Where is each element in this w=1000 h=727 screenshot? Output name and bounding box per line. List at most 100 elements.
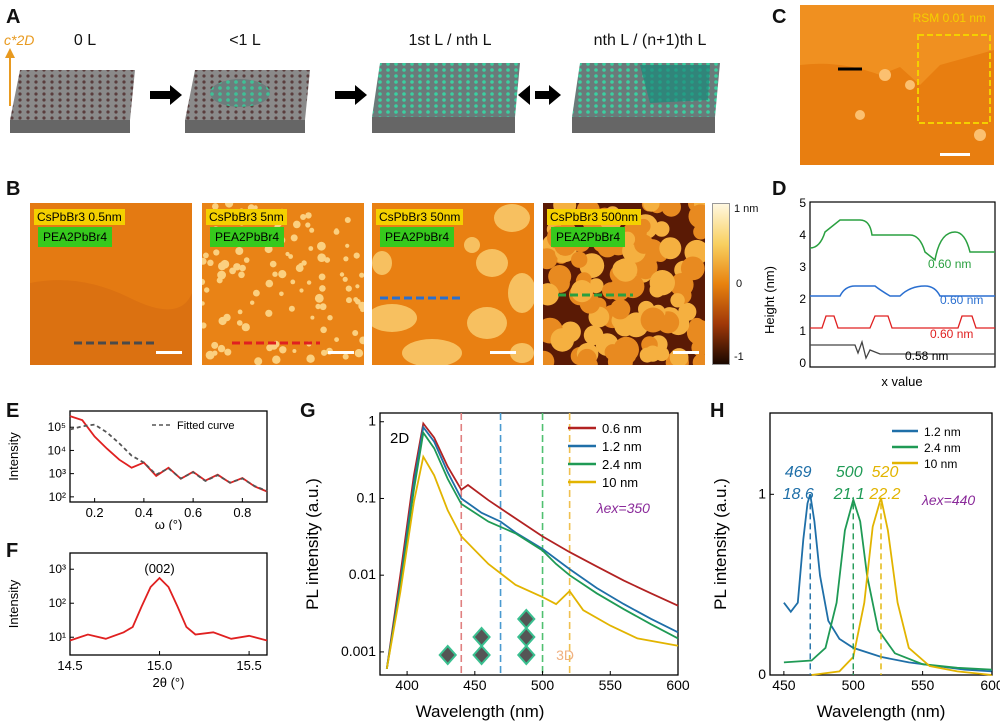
x-tick-label: 600: [980, 677, 1000, 693]
y-tick-label: 0: [758, 666, 766, 682]
octahedron-icon: [472, 626, 491, 648]
colorbar-top: 1 nm: [734, 203, 759, 215]
y-tick-label: 10³: [49, 562, 66, 576]
octahedron-icon: [472, 644, 491, 666]
double-arrow-icon: [518, 85, 561, 105]
afm-title-b1: CsPbBr3 0.5nm: [34, 209, 125, 225]
x-tick-label: 15.0: [147, 658, 172, 673]
series-line-3: [385, 454, 679, 670]
scale-bar-b2: [328, 351, 354, 354]
lambda-ex: λex=350: [596, 500, 650, 516]
height-profiles: Height (nm) 5 4 3 2 1 0 0.60 nm 0.60 nm …: [762, 196, 996, 389]
plot-frame: [69, 552, 268, 656]
d-ytick: 0: [799, 356, 806, 370]
lattice-1: [185, 70, 310, 133]
x-tick-label: 0.6: [184, 505, 202, 520]
y-tick-label: 1: [368, 413, 376, 429]
h-xlabel: Wavelength (nm): [817, 702, 946, 721]
d-annot-green: 0.60 nm: [928, 257, 971, 271]
legend-label: 1.2 nm: [602, 439, 642, 454]
f-ylabel: Intensity: [6, 579, 21, 628]
e-xlabel: ω (°): [155, 517, 183, 530]
afm-sub-b4: PEA2PbBr4: [551, 227, 626, 247]
panel-c-label: C: [772, 6, 787, 28]
y-tick-label: 10²: [49, 490, 66, 504]
octahedron-icon: [516, 644, 536, 666]
afm-sub-b2: PEA2PbBr4: [210, 227, 285, 247]
x-tick-label: 400: [395, 677, 419, 693]
peak-wavelength: 500: [836, 464, 863, 481]
g-ylabel: PL intensity (a.u.): [303, 478, 322, 610]
afm-sub-b3: PEA2PbBr4: [380, 227, 455, 247]
series-line-1: [385, 424, 679, 670]
y-tick-label: 1: [758, 485, 766, 501]
stage-label-3: nth L / (n+1)th L: [593, 32, 707, 49]
panel-g-label: G: [300, 400, 316, 422]
legend-label: 2.4 nm: [602, 457, 642, 472]
d-annot-black: 0.58 nm: [905, 349, 948, 363]
d-annot-blue: 0.60 nm: [940, 293, 983, 307]
y-tick-label: 10²: [49, 596, 66, 610]
x-tick-label: 600: [666, 677, 690, 693]
afm-image-b1: CsPbBr3 0.5nm PEA2PbBr4: [30, 203, 192, 365]
y-tick-label: 10⁴: [47, 443, 66, 457]
peak-label: (002): [144, 561, 174, 576]
d-ylabel: Height (nm): [762, 266, 777, 334]
legend-label: Fitted curve: [177, 420, 234, 432]
y-tick-label: 0.001: [341, 643, 376, 659]
scale-bar-b3: [490, 351, 516, 354]
rsm-annotation: RSM 0.01 nm: [912, 11, 986, 25]
panel-a-label: A: [6, 6, 21, 28]
x-tick-label: 450: [463, 677, 487, 693]
xrd-chart: 14.5 15.0 15.5 10³ 10² 10¹ 2θ (°) Intensity (002…: [6, 552, 268, 690]
afm-title-b3: CsPbBr3 50nm: [376, 209, 464, 225]
peak-fwhm: 21.1: [833, 486, 865, 503]
peak-fwhm: 22.2: [868, 486, 900, 503]
legend-label: 2.4 nm: [924, 441, 961, 455]
y-tick-label: 0.01: [349, 566, 376, 582]
d-ytick: 4: [799, 228, 806, 242]
legend-label: 1.2 nm: [924, 425, 961, 439]
afm-title-b2: CsPbBr3 5nm: [206, 209, 287, 225]
stage-label-1: <1 L: [229, 32, 261, 49]
arrow-right-icon: [150, 85, 182, 105]
x-tick-label: 500: [531, 677, 555, 693]
pl-linear-chart: 450 500 550 600 1 0 Wavelength (nm) PL intensit…: [711, 412, 1000, 721]
peak-wavelength: 520: [872, 464, 899, 481]
colorbar-mid: 0: [736, 278, 743, 290]
stage-label-2: 1st L / nth L: [408, 32, 492, 49]
c2d-axis-label: c*2D: [4, 32, 35, 48]
peak-fwhm: 18.6: [783, 486, 814, 503]
y-tick-label: 10¹: [49, 630, 66, 644]
arrow-right-icon: [335, 85, 367, 105]
lattice-schematics: [10, 63, 720, 133]
y-tick-label: 10³: [49, 467, 66, 481]
panel-f-label: F: [6, 540, 19, 562]
series-line-2: [811, 497, 993, 676]
panel-e-label: E: [6, 400, 20, 422]
y-tick-label: 0.1: [357, 489, 377, 505]
y-tick-label: 10⁵: [48, 420, 66, 434]
tag-3d: 3D: [556, 647, 574, 663]
x-tick-label: 0.8: [233, 505, 251, 520]
d-ytick: 1: [799, 324, 806, 338]
h-ylabel: PL intensity (a.u.): [711, 478, 730, 610]
plot-frame: [379, 412, 679, 676]
lambda-ex: λex=440: [921, 492, 975, 508]
legend-label: 10 nm: [924, 457, 957, 471]
x-tick-label: 550: [911, 677, 935, 693]
afm-image-c: RSM 0.01 nm: [800, 5, 994, 165]
octahedron-icon: [438, 644, 458, 666]
d-ytick: 5: [799, 196, 806, 210]
d-ytick: 2: [799, 292, 806, 306]
d-ytick: 3: [799, 260, 806, 274]
series-line-1: [69, 423, 268, 492]
scale-bar-b1: [156, 351, 182, 354]
octahedron-icon: [516, 626, 536, 648]
afm-sub-b1: PEA2PbBr4: [38, 227, 113, 247]
afm-image-b3: CsPbBr3 50nm PEA2PbBr4: [372, 203, 534, 365]
x-tick-label: 15.5: [236, 658, 261, 673]
x-tick-label: 0.4: [135, 505, 153, 520]
x-tick-label: 500: [842, 677, 866, 693]
series-line-0: [385, 421, 679, 670]
